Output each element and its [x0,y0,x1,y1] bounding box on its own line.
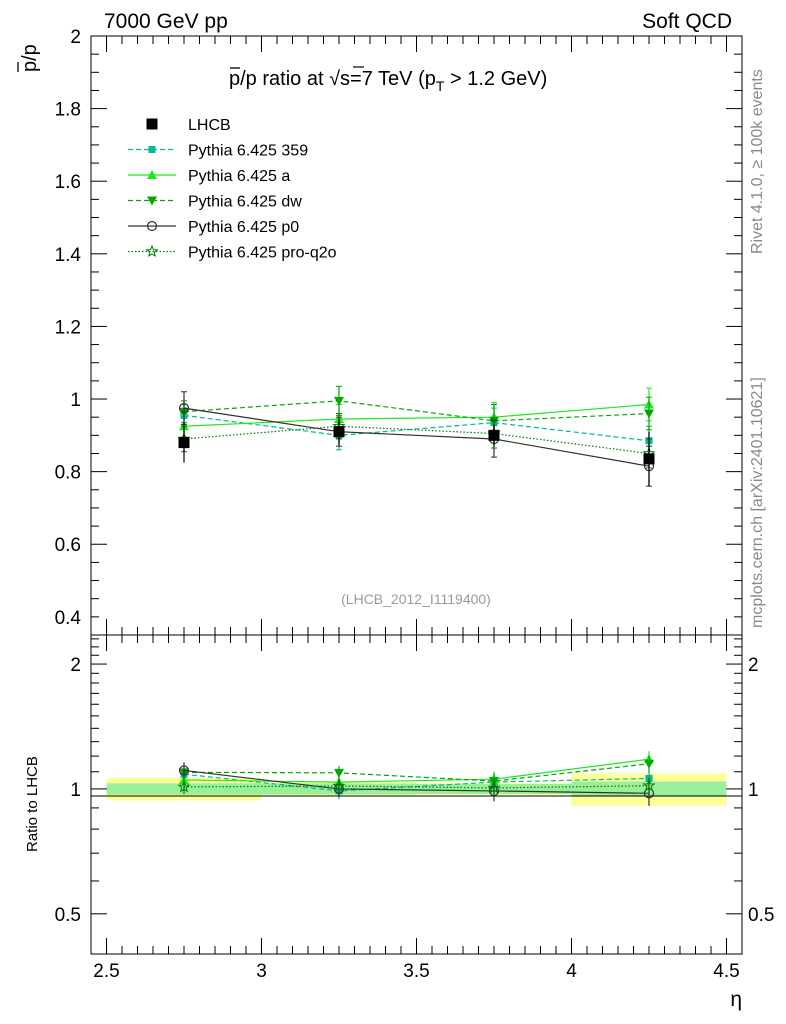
data-point [178,437,190,449]
y-tick-label: 0.8 [55,463,81,484]
legend-label: Pythia 6.425 a [188,168,290,185]
ratio-series-line [183,773,650,792]
title-rest2: =7 TeV (p [350,68,436,90]
ratio-series-line [183,769,650,794]
ratio-series-line [183,763,650,782]
series-layer [177,385,656,806]
ratio-point [642,778,656,792]
title-sqrt: √ [329,68,340,90]
y-tick-label: 1.4 [55,245,82,266]
series-pa [179,387,654,790]
series-data [178,418,655,487]
ratio-point [177,780,191,793]
data-point [178,403,190,414]
series-line [183,414,650,442]
data-point [488,429,500,441]
legend: LHCB Pythia 6.425 359 Pythia 6.425 a Pythia… [128,117,337,262]
y-tick-label: 1.6 [55,172,81,193]
legend-label: LHCB [188,117,231,134]
legend-entry-p359: Pythia 6.425 359 [128,143,308,160]
ratio-point [332,779,346,792]
data-point [333,426,345,438]
title-rest1: /p ratio at [240,68,329,90]
ratio-point [644,759,654,769]
x-tick-label: 3.5 [403,961,429,982]
mcplots-label: mcplots.cern.ch [arXiv:2401.10621] [749,377,766,628]
x-tick-label: 4.5 [713,961,739,982]
series-line [183,403,650,427]
y-tick-label: 1.2 [55,317,81,338]
title-sub: T [436,78,445,94]
series-line [183,425,650,455]
y-tick-label: 1 [70,390,81,411]
y-tick-label: 0.6 [55,535,81,556]
legend-label: Pythia 6.425 pro-q2o [188,245,337,262]
series-line [183,407,650,467]
legend-marker [146,220,158,232]
ratio-y-tick-label: 0.5 [55,905,81,926]
y-tick-label: 2 [70,27,81,48]
ratio-y-axis-label: Ratio to LHCB [24,756,41,852]
legend-label: Pythia 6.425 dw [188,194,302,211]
legend-entry-data: LHCB [146,117,231,134]
title-rest3: > 1.2 GeV) [444,68,547,90]
data-point [644,409,654,419]
ratio-point [487,780,501,794]
legend-marker [147,196,157,206]
ratio-series-line [183,785,650,789]
ratio-point [178,765,190,776]
legend-marker [146,118,158,130]
legend-entry-pa: Pythia 6.425 a [128,168,290,185]
ratio-series-line [183,758,650,783]
series-line [183,400,650,422]
legend-marker [147,170,157,179]
x-axis-label: η [730,988,742,1011]
legend-label: Pythia 6.425 p0 [188,219,299,236]
title-s: s [340,68,350,90]
analysis-id: (LHCB_2012_I1119400) [341,591,491,607]
axis-tick-labels: 2.5 3 3.5 4 4.5 0.4 0.6 0.8 1 1.2 1.4 1.6 1.8 2 0.5 0.5… [55,27,775,982]
y-tick-label: 0.4 [55,608,82,629]
ratio-y-tick-label-right: 0.5 [748,905,774,926]
ratio-point [334,768,344,778]
legend-entry-pdw: Pythia 6.425 dw [128,194,302,211]
ratio-y-tick-label: 2 [70,655,81,676]
data-point [643,453,655,465]
title-pbar: p [229,68,240,90]
ratio-y-tick-label: 1 [70,780,81,801]
x-tick-label: 4 [566,961,577,982]
ratio-y-tick-label-right: 2 [748,655,759,676]
chart-title: p/p ratio at √s=7 TeV (pT > 1.2 GeV) [229,68,547,94]
legend-marker [145,244,159,258]
y-tick-label: 1.8 [55,100,81,121]
legend-entry-pp0: Pythia 6.425 p0 [128,219,299,236]
rivet-label: Rivet 4.1.0, ≥ 100k events [749,69,766,254]
ratio-point [179,774,189,784]
header-right: Soft QCD [642,10,732,33]
header-left: 7000 GeV pp [104,10,228,33]
x-tick-label: 3 [256,961,267,982]
axis-ticks [91,35,742,955]
data-point [334,396,344,406]
legend-marker [148,146,156,153]
x-tick-label: 2.5 [93,961,119,982]
legend-entry-pq2o: Pythia 6.425 pro-q2o [128,245,337,262]
y-axis-label: p/p [19,44,41,72]
series-pdw [179,385,654,790]
ratio-y-tick-label-right: 1 [748,780,759,801]
legend-label: Pythia 6.425 359 [188,143,308,160]
